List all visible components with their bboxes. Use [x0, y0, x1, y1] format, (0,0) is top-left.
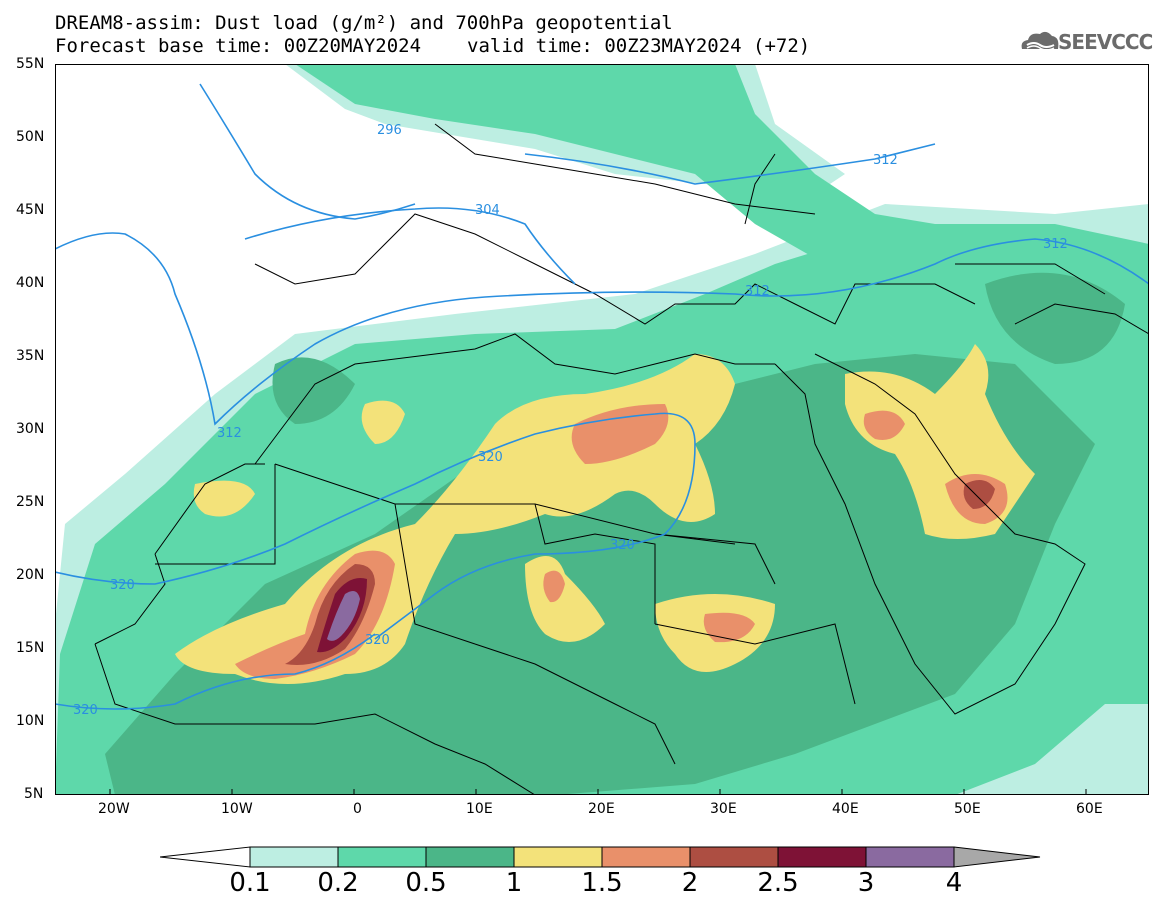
contour-label: 296	[377, 123, 402, 138]
lon-label: 10E	[466, 801, 493, 817]
dust-1.0-morocco	[361, 400, 405, 444]
dust-2.0-gulf	[963, 480, 995, 509]
lon-label: 60E	[1076, 801, 1103, 817]
lat-label: 55N	[16, 56, 45, 72]
contour-labels: 296 304 312 312 312 312 320 320 320 320 …	[73, 123, 1068, 718]
lon-label: 20W	[98, 801, 130, 817]
dust-1.5-sudan	[703, 612, 755, 643]
lon-label: 50E	[954, 801, 981, 817]
legend-swatch	[777, 846, 867, 868]
dust-1.5-chad	[543, 570, 565, 603]
legend-label: 1	[505, 868, 523, 898]
lat-label: 20N	[16, 567, 45, 583]
contour-label: 320	[110, 578, 135, 593]
legend-swatch	[601, 846, 691, 868]
valid-time: valid time: 00Z23MAY2024 (+72)	[467, 35, 811, 57]
legend-arrow-right	[953, 846, 1041, 868]
contour-label: 312	[217, 426, 242, 441]
legend-swatch	[513, 846, 603, 868]
legend-arrow-left	[160, 846, 251, 868]
lat-label: 45N	[16, 202, 45, 218]
lat-label: 5N	[24, 786, 44, 802]
lon-label: 10W	[221, 801, 253, 817]
color-legend	[160, 846, 1041, 868]
lat-label: 40N	[16, 275, 45, 291]
legend-swatch	[249, 846, 339, 868]
map-subtitle: Forecast base time: 00Z20MAY2024 valid ti…	[55, 36, 810, 56]
coastlines	[94, 123, 1149, 795]
lat-label: 25N	[16, 494, 45, 510]
legend-label: 0.5	[405, 868, 447, 898]
contour-label: 312	[1043, 237, 1068, 252]
legend-swatch	[337, 846, 427, 868]
dust-0.5-east	[985, 272, 1125, 364]
legend-label: 0.1	[229, 868, 271, 898]
lon-label: 20E	[588, 801, 615, 817]
legend-label: 2.5	[757, 868, 799, 898]
legend-label: 0.2	[317, 868, 359, 898]
legend-swatch	[689, 846, 779, 868]
dust-3.0-mali	[327, 590, 360, 641]
legend-swatch	[425, 846, 515, 868]
contour-label: 312	[745, 284, 770, 299]
lat-label: 50N	[16, 129, 45, 145]
logo-text: SEEVCCC	[1058, 30, 1153, 54]
contour-label: 320	[365, 633, 390, 648]
dust-1.0-maur	[193, 480, 255, 517]
lat-label: 15N	[16, 640, 45, 656]
legend-label: 3	[857, 868, 875, 898]
dust-map: 296 304 312 312 312 312 320 320 320 320 …	[55, 64, 1149, 795]
tick-marks	[109, 789, 1087, 795]
base-time: Forecast base time: 00Z20MAY2024	[55, 35, 422, 57]
dust-0.2-region-north	[295, 64, 935, 264]
contour-label: 304	[475, 203, 500, 218]
lon-label: 40E	[832, 801, 859, 817]
legend-label: 4	[945, 868, 963, 898]
legend-label: 2	[681, 868, 699, 898]
contour-label: 320	[478, 450, 503, 465]
dust-1.5-iraq	[863, 410, 905, 440]
lon-label: 0	[353, 801, 362, 817]
geopotential-contours	[55, 83, 1149, 710]
contour-label: 320	[73, 703, 98, 718]
lat-label: 30N	[16, 421, 45, 437]
legend-label: 1.5	[581, 868, 623, 898]
map-title: DREAM8-assim: Dust load (g/m²) and 700hP…	[55, 12, 673, 34]
lat-label: 35N	[16, 348, 45, 364]
lat-label: 10N	[16, 713, 45, 729]
legend-swatch	[865, 846, 955, 868]
lon-label: 30E	[710, 801, 737, 817]
cloud-icon	[1021, 31, 1059, 51]
dust-1.5-libya	[571, 404, 669, 464]
dust-0.5-region	[105, 354, 1095, 795]
contour-label: 320	[610, 538, 635, 553]
contour-label: 312	[873, 153, 898, 168]
